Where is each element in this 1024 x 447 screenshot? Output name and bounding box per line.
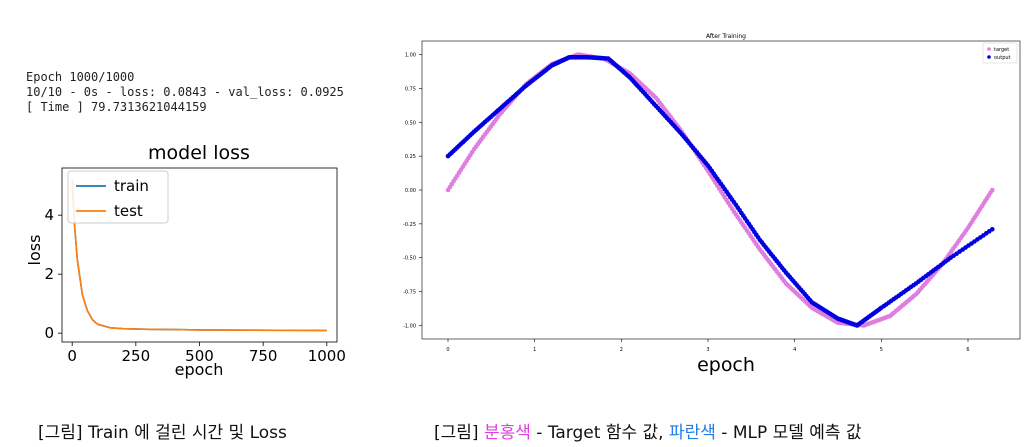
loss-xtick-label: 250	[122, 347, 151, 365]
log-epoch-line: Epoch 1000/1000	[26, 70, 135, 84]
prediction-legend-box	[982, 42, 1018, 64]
prediction-xtick-label: 6	[966, 347, 969, 353]
prediction-chart-title: After Training	[706, 33, 746, 40]
prediction-xtick-label: 2	[620, 347, 623, 353]
loss-legend-box	[67, 170, 169, 224]
right-caption: [그림] 분홍색 - Target 함수 값, 파란색 - MLP 모델 예측 …	[434, 418, 862, 443]
prediction-chart-xlabel: epoch	[697, 354, 755, 376]
prediction-xtick-label: 1	[533, 347, 536, 353]
log-time-line: [ Time ] 79.7313621044159	[26, 100, 207, 114]
prediction-ytick-label: -0.25	[403, 222, 416, 228]
loss-xtick-label: 750	[249, 347, 278, 365]
loss-xtick-label: 1000	[308, 347, 346, 365]
right-caption-pink: 분홍색	[483, 423, 531, 443]
prediction-ytick-label: 0.00	[405, 188, 416, 194]
prediction-ytick-label: 0.25	[405, 154, 416, 160]
prediction-xtick-label: 0	[446, 347, 449, 353]
prediction-ytick-label: 1.00	[405, 53, 416, 59]
loss-ytick-label: 2	[44, 265, 54, 283]
loss-xtick-label: 500	[185, 347, 214, 365]
prediction-ytick-label: -0.75	[403, 290, 416, 296]
prediction-ytick-label: -1.00	[403, 323, 416, 329]
left-caption: [그림] Train 에 걸린 시간 및 Loss	[38, 423, 287, 443]
prediction-xtick-label: 5	[880, 347, 883, 353]
loss-legend: train test	[67, 170, 169, 224]
loss-chart: model loss epoch loss 0 250 500 750 1000024t…	[25, 142, 346, 379]
prediction-legend-swatch-output	[987, 55, 991, 59]
log-loss-line: 10/10 - 0s - loss: 0.0843 - val_loss: 0.…	[26, 85, 344, 99]
prediction-point-target	[990, 187, 995, 193]
loss-chart-ylabel: loss	[25, 235, 44, 266]
loss-chart-xlabel: epoch	[175, 360, 224, 379]
prediction-legend-swatch-target	[987, 47, 991, 51]
loss-legend-label-test: test	[114, 202, 143, 220]
loss-ytick-label: 4	[44, 206, 54, 224]
prediction-ytick-label: 0.75	[405, 86, 416, 92]
loss-chart-title: model loss	[148, 142, 250, 164]
prediction-ytick-label: 0.50	[405, 120, 416, 126]
prediction-point-output	[990, 227, 995, 232]
prediction-chart: After Training epoch 0 1 2 3 4 5 6 -1.00 -0.75 -0…	[403, 33, 1021, 376]
loss-legend-label-train: train	[114, 177, 149, 195]
prediction-series-output	[445, 55, 995, 328]
loss-xtick-label: 0	[67, 347, 77, 365]
right-caption-mid: - Target 함수 값,	[530, 423, 669, 443]
prediction-legend-label-target: target	[994, 47, 1009, 53]
loss-series-test	[71, 179, 327, 332]
right-caption-prefix: [그림]	[434, 423, 484, 443]
loss-ytick-label: 0	[44, 324, 54, 342]
prediction-xtick-label: 3	[706, 347, 709, 353]
prediction-legend-label-output: output	[994, 55, 1011, 61]
prediction-xtick-label: 4	[793, 347, 796, 353]
right-caption-suffix: - MLP 모델 예측 값	[715, 423, 862, 443]
prediction-ytick-label: -0.50	[403, 256, 416, 262]
right-caption-blue: 파란색	[668, 423, 716, 443]
training-log: Epoch 1000/1000 10/10 - 0s - loss: 0.084…	[26, 70, 344, 115]
prediction-legend: target output	[982, 42, 1018, 64]
